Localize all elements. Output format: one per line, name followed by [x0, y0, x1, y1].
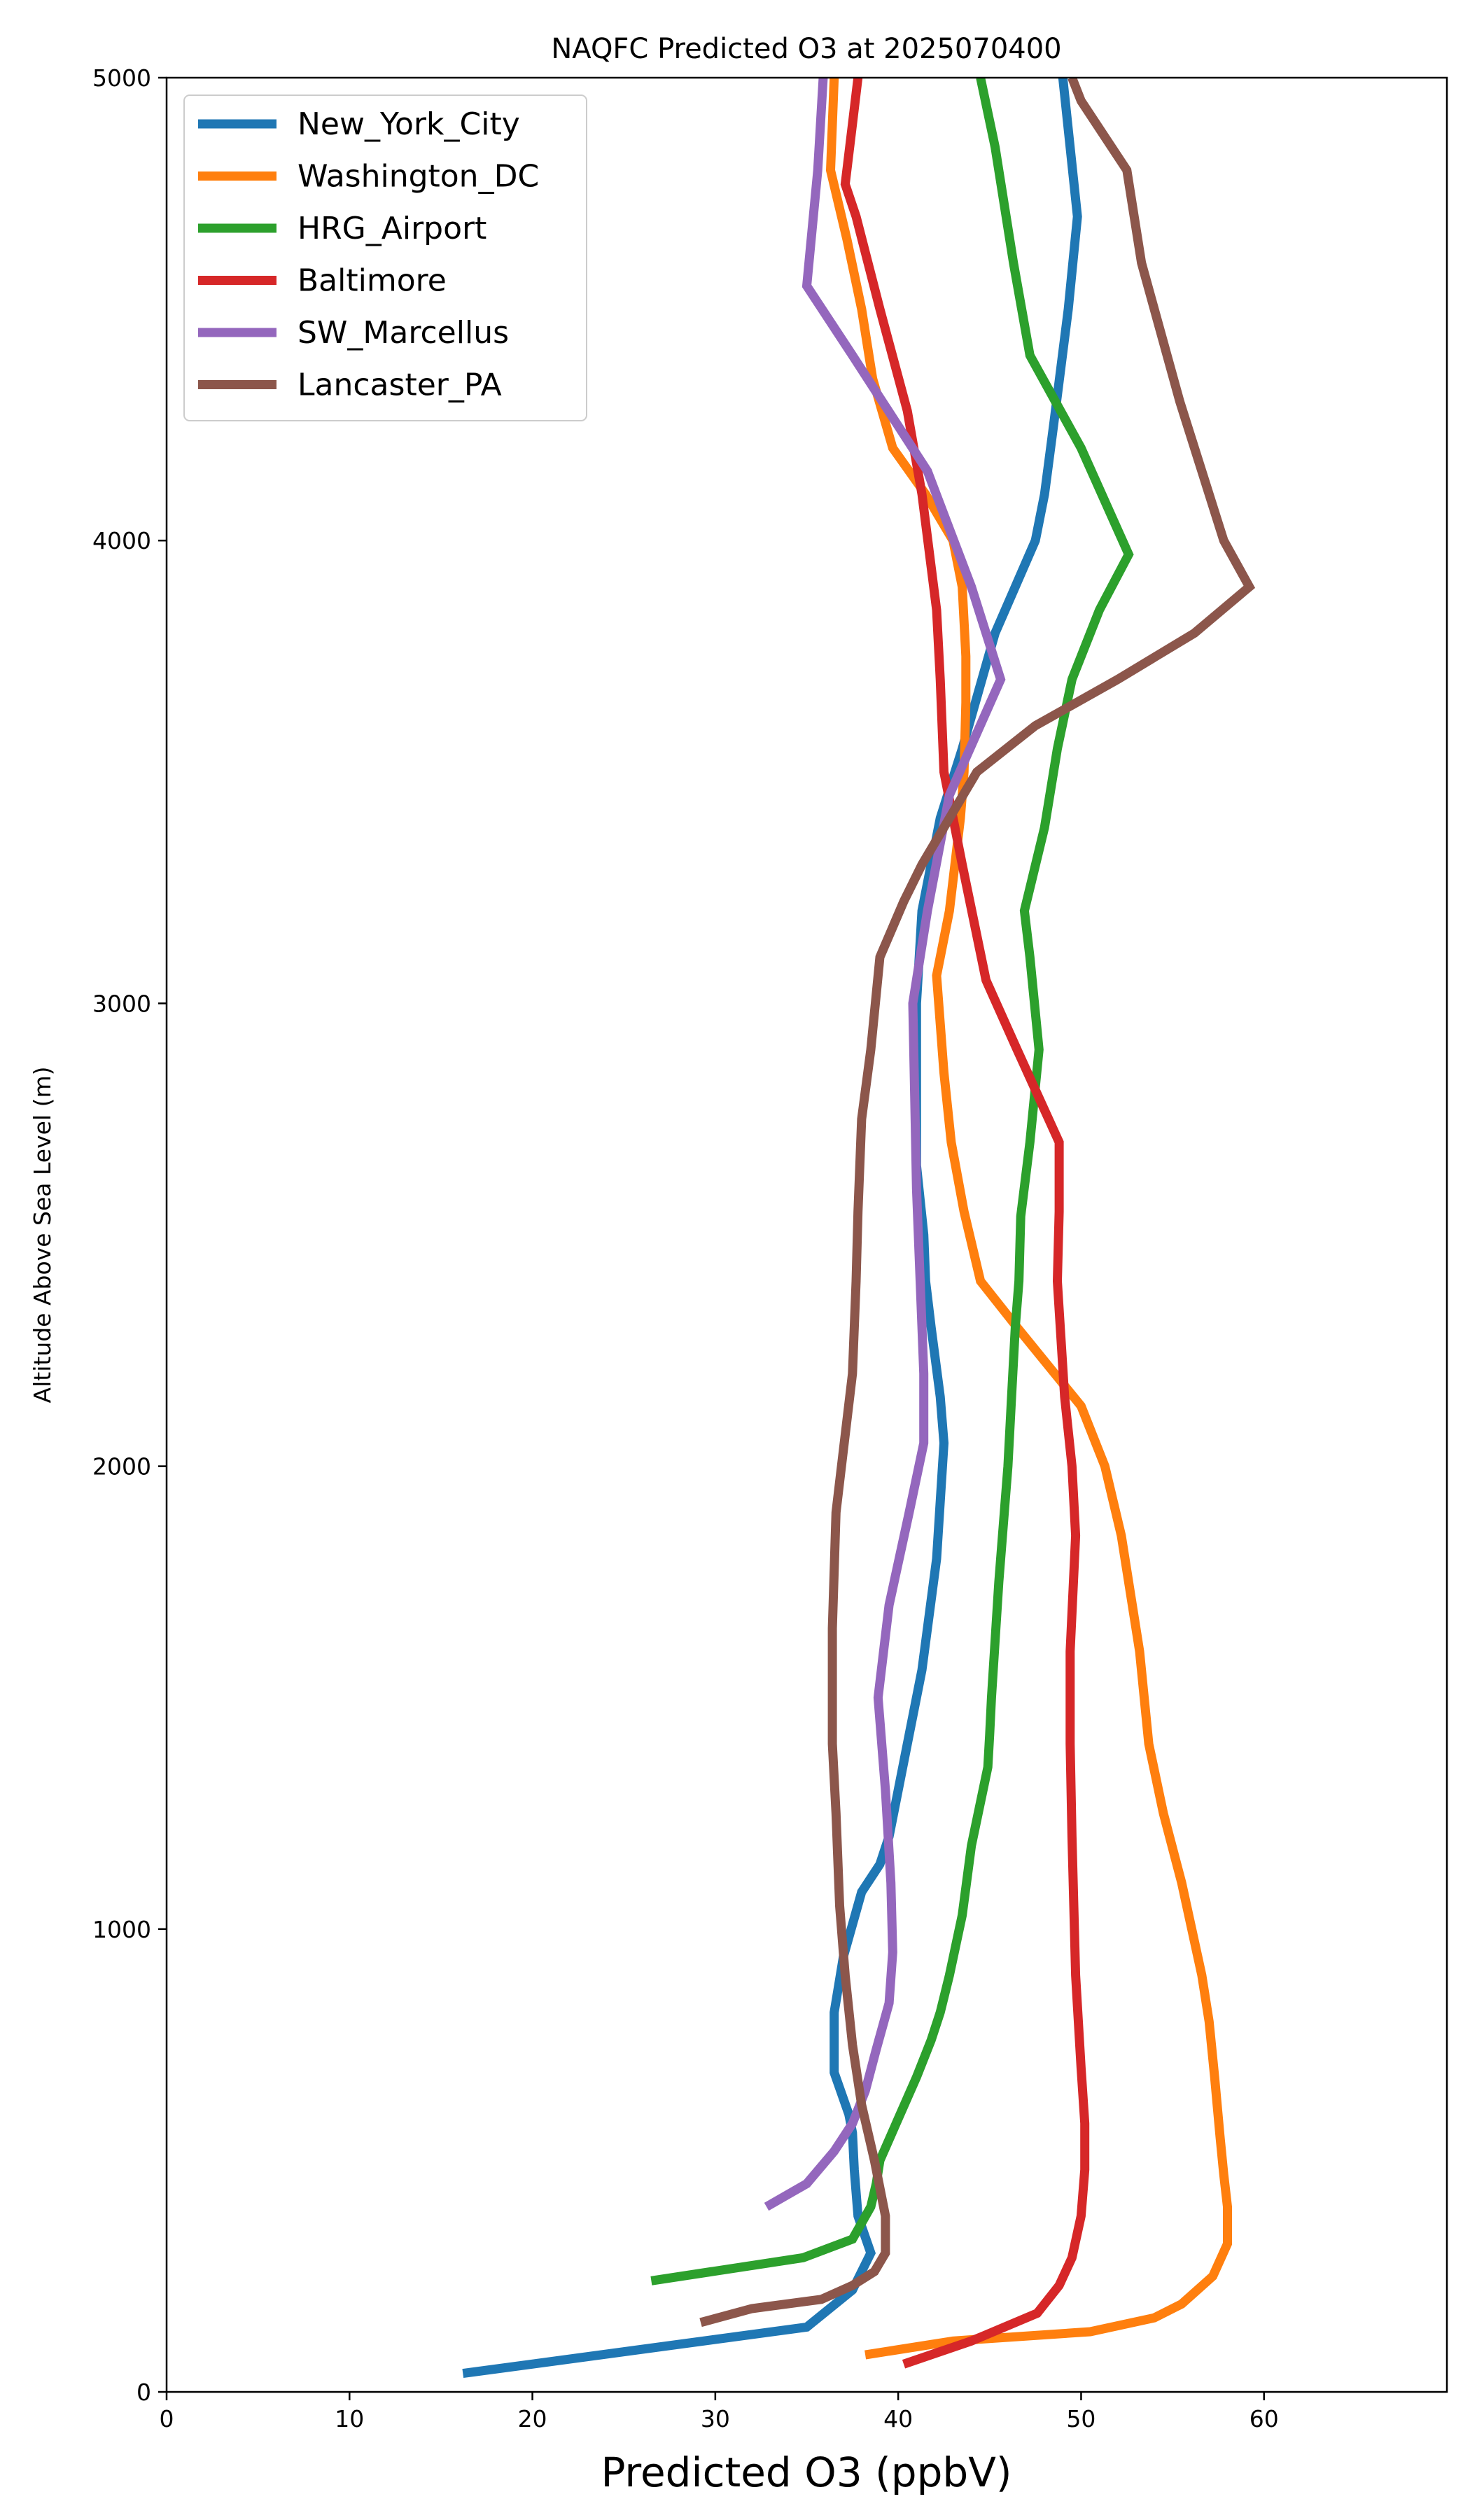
y-axis-label: Altitude Above Sea Level (m) — [29, 1067, 56, 1404]
x-tick-label: 30 — [701, 2405, 730, 2432]
x-axis: 0 10 20 30 40 50 60 — [160, 2392, 1279, 2432]
legend-label-new-york-city: New_York_City — [298, 106, 520, 142]
plot-area-frame — [165, 76, 1448, 2393]
x-tick-label: 50 — [1066, 2405, 1096, 2432]
x-tick-label: 60 — [1250, 2405, 1279, 2432]
legend: New_York_City Washington_DC HRG_Airport Bal… — [183, 94, 587, 421]
x-tick-label: 20 — [518, 2405, 547, 2432]
legend-label-baltimore: Baltimore — [298, 263, 447, 299]
series-lines — [462, 78, 1256, 2379]
y-axis: 0 1000 2000 3000 4000 5000 — [92, 64, 167, 2406]
legend-label-sw-marcellus: SW_Marcellus — [298, 315, 509, 351]
legend-label-lancaster-pa: Lancaster_PA — [298, 368, 502, 403]
series-line-sw-marcellus — [764, 78, 1006, 2211]
series-line-lancaster-pa — [699, 78, 1256, 2328]
x-axis-label: Predicted O3 (ppbV) — [601, 2449, 1011, 2496]
y-tick-label: 5000 — [92, 64, 151, 92]
y-tick-label: 3000 — [92, 990, 151, 1017]
y-tick-label: 1000 — [92, 1916, 151, 1943]
y-tick-label: 4000 — [92, 527, 151, 554]
x-tick-label: 0 — [160, 2405, 174, 2432]
series-line-new-york-city — [462, 78, 1082, 2379]
x-tick-label: 10 — [335, 2405, 364, 2432]
y-tick-label: 0 — [136, 2379, 151, 2406]
series-line-hrg-airport — [650, 78, 1134, 2286]
series-line-baltimore — [840, 78, 1090, 2369]
legend-box — [183, 94, 587, 421]
chart-title: NAQFC Predicted O3 at 2025070400 — [551, 33, 1061, 65]
series-line-washington-dc — [825, 78, 1232, 2360]
x-tick-label: 40 — [883, 2405, 913, 2432]
legend-label-hrg-airport: HRG_Airport — [298, 211, 486, 246]
legend-label-washington-dc: Washington_DC — [298, 159, 539, 195]
y-tick-label: 2000 — [92, 1453, 151, 1480]
